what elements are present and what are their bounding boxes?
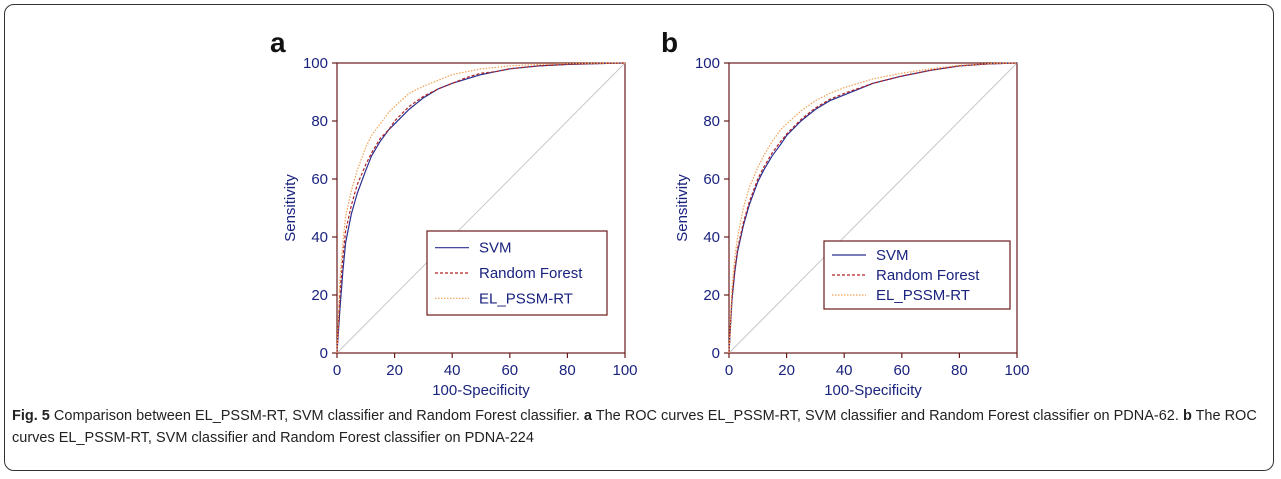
figure-caption: Fig. 5 Comparison between EL_PSSM-RT, SV… bbox=[12, 405, 1262, 449]
caption-a-label: a bbox=[583, 408, 592, 424]
chart-b-y-tick-label: 60 bbox=[703, 171, 720, 188]
caption-a-text: The ROC curves EL_PSSM-RT, SVM classifie… bbox=[591, 408, 1183, 424]
chart-a-series-0-line bbox=[336, 62, 626, 354]
chart-b-diagonal bbox=[728, 62, 1018, 354]
chart-a-y-tick-label: 40 bbox=[311, 229, 328, 246]
chart-a-y-tick-label: 60 bbox=[311, 171, 328, 188]
chart-b-x-tick-label: 20 bbox=[778, 362, 795, 379]
chart-a-plot-frame bbox=[336, 62, 626, 354]
chart-b-x-tick-label: 100 bbox=[1004, 362, 1029, 379]
chart-a-y-tick-label: 0 bbox=[320, 345, 328, 362]
chart-a-legend-label-2: EL_PSSM-RT bbox=[479, 290, 573, 307]
chart-a-diagonal bbox=[336, 62, 626, 354]
chart-b-y-tick-label: 20 bbox=[703, 287, 720, 304]
caption-text: Comparison between EL_PSSM-RT, SVM class… bbox=[49, 408, 584, 424]
chart-b-legend-label-1: Random Forest bbox=[876, 267, 980, 284]
chart-a-y-tick-label: 100 bbox=[303, 55, 328, 72]
chart-b-series-1-line bbox=[728, 62, 1018, 354]
chart-b-series-2-line bbox=[728, 62, 1018, 354]
chart-a-y-axis-label: Sensitivity bbox=[282, 174, 299, 242]
chart-a-y-tick-label: 20 bbox=[311, 287, 328, 304]
chart-b-plot-frame bbox=[728, 62, 1018, 354]
chart-b-y-tick-label: 100 bbox=[695, 55, 720, 72]
panel-a-letter: a bbox=[270, 27, 286, 58]
chart-a-x-tick-label: 40 bbox=[444, 362, 461, 379]
chart-a-x-tick-label: 0 bbox=[333, 362, 341, 379]
chart-a-legend-label-0: SVM bbox=[479, 240, 512, 257]
chart-b-y-tick-label: 80 bbox=[703, 113, 720, 130]
chart-a-x-tick-label: 80 bbox=[559, 362, 576, 379]
chart-a-series-2-line bbox=[336, 62, 626, 354]
chart-b-x-tick-label: 0 bbox=[725, 362, 733, 379]
chart-b-y-axis-label: Sensitivity bbox=[674, 174, 691, 242]
figure-frame bbox=[4, 4, 1274, 471]
chart-a-x-tick-label: 20 bbox=[386, 362, 403, 379]
roc-chart-b: 0 20 40 60 80 100 0 20 40 60 80 100 100-Specificity S… bbox=[674, 55, 1030, 399]
chart-b-x-tick-label: 80 bbox=[951, 362, 968, 379]
chart-b-y-tick-label: 40 bbox=[703, 229, 720, 246]
chart-a-x-tick-label: 100 bbox=[612, 362, 637, 379]
figure-canvas: a b 0 20 40 60 80 100 0 20 40 60 80 100 100-Specific… bbox=[270, 27, 1030, 399]
caption-b-text: The ROC curves EL_PSSM-RT, SVM classifie… bbox=[12, 408, 1257, 446]
chart-a-legend-label-1: Random Forest bbox=[479, 265, 583, 282]
chart-b-x-tick-label: 40 bbox=[836, 362, 853, 379]
chart-a-y-tick-label: 80 bbox=[311, 113, 328, 130]
roc-chart-a: 0 20 40 60 80 100 0 20 40 60 80 100 100-Specificity S… bbox=[282, 55, 638, 399]
caption-b-label: b bbox=[1182, 408, 1192, 424]
chart-b-x-axis-label: 100-Specificity bbox=[824, 382, 922, 399]
caption-label: Fig. 5 bbox=[12, 408, 50, 424]
chart-b-y-tick-label: 0 bbox=[712, 345, 720, 362]
panel-b-letter: b bbox=[661, 27, 678, 58]
chart-a-x-tick-label: 60 bbox=[501, 362, 518, 379]
chart-a-x-axis-label: 100-Specificity bbox=[432, 382, 530, 399]
chart-b-x-tick-label: 60 bbox=[893, 362, 910, 379]
chart-b-legend-label-2: EL_PSSM-RT bbox=[876, 287, 970, 304]
chart-b-legend-label-0: SVM bbox=[876, 247, 909, 264]
